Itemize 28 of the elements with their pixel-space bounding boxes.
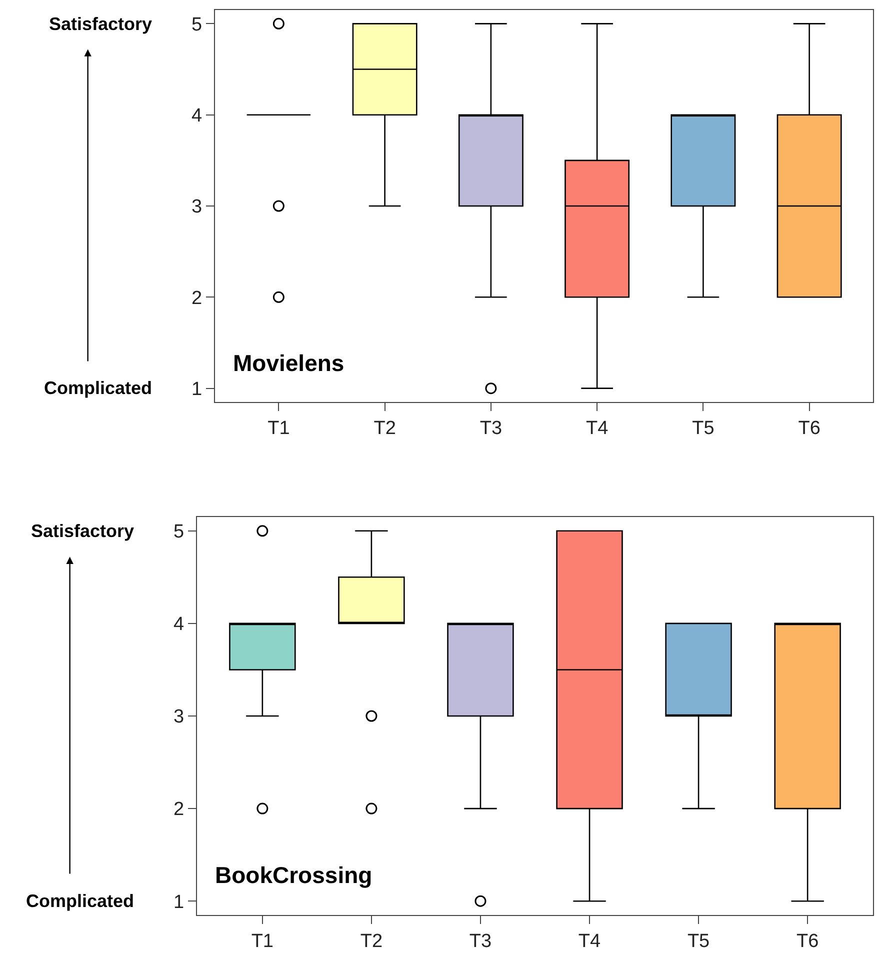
x-tick-label: T2 bbox=[374, 418, 396, 439]
x-tick-label: T4 bbox=[586, 418, 609, 439]
x-tick-label: T6 bbox=[796, 930, 819, 952]
y-tick-label: 5 bbox=[191, 14, 202, 36]
annotation: Movielens bbox=[233, 350, 344, 376]
y-tick-label: 3 bbox=[191, 196, 202, 218]
x-tick-label: T5 bbox=[687, 930, 710, 952]
text: Satisfactory bbox=[31, 521, 134, 541]
x-tick-label: T6 bbox=[798, 418, 820, 439]
x-tick-label: T3 bbox=[480, 418, 502, 439]
y-tick-label: 2 bbox=[173, 799, 184, 820]
text: Complicated bbox=[44, 378, 152, 398]
y-tick-label: 4 bbox=[191, 105, 202, 126]
y-tick-label: 2 bbox=[191, 288, 202, 309]
annotation: BookCrossing bbox=[215, 862, 372, 888]
y-tick-label: 1 bbox=[191, 378, 202, 400]
x-tick-label: T3 bbox=[469, 930, 492, 952]
y-tick-label: 1 bbox=[173, 892, 184, 913]
text: Complicated bbox=[26, 891, 134, 911]
y-tick-label: 4 bbox=[173, 614, 184, 636]
y-tick-label: 5 bbox=[173, 522, 184, 543]
x-tick-label: T4 bbox=[578, 930, 602, 952]
x-tick-label: T1 bbox=[251, 930, 274, 952]
x-tick-label: T1 bbox=[268, 418, 290, 439]
x-tick-label: T5 bbox=[692, 418, 714, 439]
x-tick-label: T2 bbox=[360, 930, 383, 952]
text: Satisfactory bbox=[49, 14, 152, 34]
y-tick-label: 3 bbox=[173, 706, 184, 728]
